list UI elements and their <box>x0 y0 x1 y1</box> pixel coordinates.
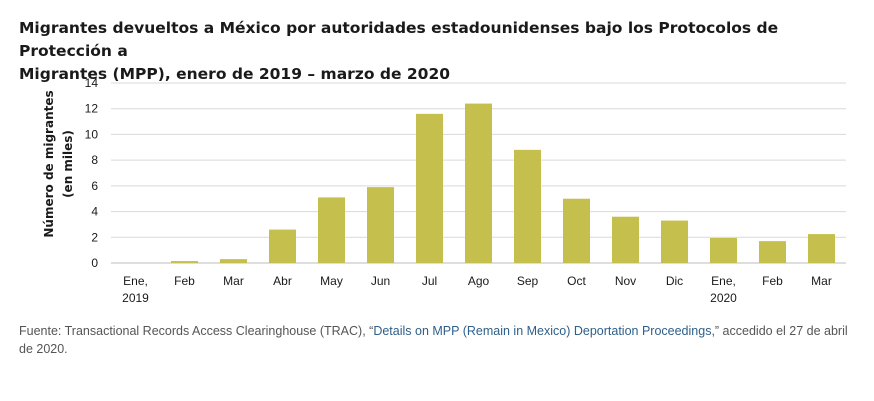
x-tick-label: Feb <box>762 274 783 288</box>
bar <box>367 187 394 263</box>
chart-title: Migrantes devueltos a México por autorid… <box>19 17 859 86</box>
y-axis-label: Número de migrantes <box>42 90 56 237</box>
x-tick-label-year: 2020 <box>710 291 737 305</box>
y-tick-label: 14 <box>85 76 99 90</box>
bar <box>661 220 688 263</box>
x-tick-label: Ene, <box>123 274 148 288</box>
bar <box>220 259 247 263</box>
x-tick-label: May <box>320 274 343 288</box>
bar <box>514 149 541 263</box>
x-tick-label: Jun <box>371 274 390 288</box>
x-tick-label: Jul <box>422 274 437 288</box>
x-tick-label: Oct <box>567 274 586 288</box>
bar <box>808 234 835 263</box>
x-tick-label: Feb <box>174 274 195 288</box>
x-tick-label: Mar <box>811 274 832 288</box>
x-tick-label: Mar <box>223 274 244 288</box>
bar <box>710 237 737 263</box>
y-tick-label: 4 <box>91 205 98 219</box>
bar <box>465 103 492 263</box>
source-note: Fuente: Transactional Records Access Cle… <box>19 322 859 358</box>
y-tick-label: 10 <box>85 127 99 141</box>
bar <box>269 229 296 263</box>
x-tick-label: Abr <box>273 274 292 288</box>
x-tick-label: Ago <box>468 274 490 288</box>
bar <box>759 241 786 263</box>
y-axis-label-units: (en miles) <box>61 130 75 198</box>
y-tick-label: 8 <box>91 153 98 167</box>
x-tick-label: Nov <box>615 274 636 288</box>
bar-chart: 0 2 4 6 8 10 12 14 Ene, 2019 Feb Mar Abr May Jun Jul Ago… <box>42 76 846 305</box>
y-tick-label: 0 <box>91 256 98 270</box>
bar <box>612 216 639 263</box>
bar <box>318 197 345 263</box>
source-link[interactable]: Details on MPP (Remain in Mexico) Deport… <box>373 324 712 338</box>
x-tick-label: Ene, <box>711 274 736 288</box>
x-tick-label: Sep <box>517 274 539 288</box>
chart-area: 0 2 4 6 8 10 12 14 Ene, 2019 Feb Mar Abr May Jun Jul Ago… <box>42 76 846 305</box>
chart-title-line2: Migrantes (MPP), enero de 2019 – marzo d… <box>19 65 451 83</box>
y-tick-label: 2 <box>91 230 98 244</box>
x-tick-label: Dic <box>666 274 683 288</box>
chart-title-line1: Migrantes devueltos a México por autorid… <box>19 19 779 60</box>
y-tick-label: 6 <box>91 179 98 193</box>
bar <box>563 198 590 263</box>
source-suffix: ,” accedido el 27 de abril de 2020. <box>19 324 848 356</box>
source-prefix: Fuente: Transactional Records Access Cle… <box>19 324 374 338</box>
y-tick-label: 12 <box>85 102 99 116</box>
bar <box>416 113 443 263</box>
bar <box>171 261 198 263</box>
x-tick-label-year: 2019 <box>122 291 149 305</box>
